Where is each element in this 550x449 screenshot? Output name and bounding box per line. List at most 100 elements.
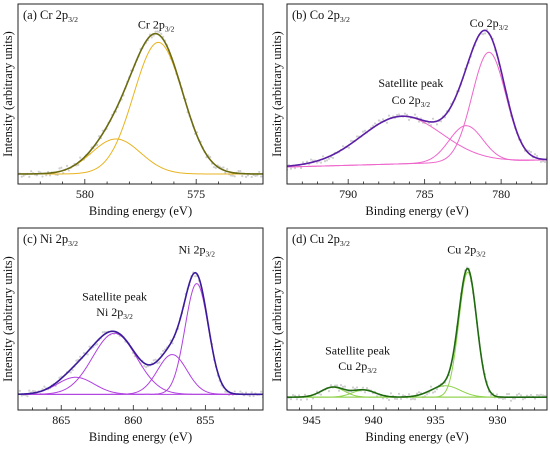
- data-point: [347, 146, 351, 149]
- data-point: [96, 143, 99, 146]
- data-point: [48, 174, 52, 177]
- data-point: [407, 393, 411, 396]
- data-point: [405, 113, 409, 116]
- data-point: [335, 384, 339, 387]
- data-point: [154, 30, 157, 33]
- data-point: [58, 376, 61, 379]
- data-point: [395, 113, 399, 117]
- peak-annotation: Ni 2p3/2: [178, 243, 215, 259]
- panel-label: (c) Ni 2p3/2: [23, 232, 78, 248]
- data-point: [295, 398, 299, 401]
- data-point: [413, 113, 417, 116]
- peak-annotation: Satellite peak: [82, 290, 147, 304]
- data-point: [327, 389, 331, 393]
- data-point: [75, 359, 78, 362]
- data-point: [88, 345, 91, 348]
- data-point: [389, 392, 393, 395]
- peak-annotation: Co 2p3/2: [470, 16, 509, 32]
- data-point: [291, 394, 295, 397]
- x-tick-label: 790: [339, 187, 357, 201]
- data-point: [67, 169, 70, 172]
- x-axis-label: Binding energy (eV): [365, 204, 468, 218]
- data-point: [361, 386, 365, 389]
- data-point: [435, 388, 439, 391]
- xps-panel-4: 945 940 935 930 Binding energy (eV) Intensity…: [270, 227, 548, 444]
- data-point: [79, 156, 82, 159]
- data-point: [103, 330, 106, 334]
- data-point: [79, 355, 82, 358]
- data-point: [387, 114, 391, 117]
- data-point: [303, 393, 307, 396]
- data-point: [341, 145, 345, 148]
- data-point: [363, 129, 367, 132]
- data-point: [539, 393, 543, 396]
- peak-annotation: Cr 2p3/2: [138, 17, 175, 33]
- data-point: [411, 397, 415, 400]
- x-tick-label: 945: [303, 413, 321, 427]
- data-point: [403, 112, 407, 115]
- data-point: [527, 149, 531, 152]
- data-point: [158, 30, 161, 33]
- data-point: [297, 394, 301, 397]
- xps-panel-1: 580 575 Binding energy (eV) Intensity (arbi…: [1, 3, 264, 218]
- data-point: [393, 397, 397, 400]
- x-tick-label: 580: [76, 187, 94, 201]
- x-axis-label: Binding energy (eV): [365, 430, 468, 444]
- x-tick-label: 940: [365, 413, 383, 427]
- data-point: [45, 174, 48, 177]
- data-point: [20, 394, 23, 397]
- data-point: [244, 391, 248, 394]
- data-point: [20, 175, 23, 178]
- data-point: [160, 32, 163, 35]
- component-peak-3: [287, 115, 547, 167]
- data-point: [323, 160, 327, 163]
- data-point: [31, 389, 35, 393]
- data-point: [256, 174, 259, 177]
- data-point: [293, 166, 297, 170]
- envelope-fit: [18, 271, 263, 396]
- plot-frame: [286, 3, 548, 185]
- data-point: [387, 398, 391, 402]
- plot-frame: [286, 227, 548, 411]
- data-point: [224, 390, 227, 393]
- data-point: [539, 160, 543, 163]
- data-point: [101, 331, 104, 334]
- xps-panel-3: 865 860 855 Binding energy (eV) Intensity (a…: [1, 227, 264, 444]
- data-point: [28, 175, 31, 178]
- component-peak-1: [287, 271, 547, 398]
- data-point: [154, 358, 157, 361]
- data-point: [327, 157, 331, 160]
- data-point: [355, 135, 359, 138]
- data-point: [258, 170, 261, 174]
- data-point: [483, 32, 487, 35]
- data-point: [86, 353, 89, 356]
- data-point: [481, 32, 485, 36]
- x-tick-label: 860: [124, 413, 142, 427]
- data-point: [525, 394, 529, 397]
- data-point: [260, 390, 263, 393]
- data-point: [252, 394, 255, 398]
- data-point: [30, 170, 33, 173]
- component-peak-1: [287, 51, 547, 168]
- data-point: [433, 390, 437, 393]
- data-point: [152, 359, 155, 362]
- data-point: [158, 361, 161, 364]
- data-point: [329, 384, 333, 387]
- data-point: [543, 160, 547, 164]
- data-point: [341, 385, 345, 388]
- data-point: [395, 397, 399, 400]
- data-point: [214, 166, 217, 170]
- component-peak-4: [18, 376, 263, 395]
- data-point: [407, 118, 411, 121]
- data-point: [397, 392, 401, 395]
- data-point: [293, 394, 297, 397]
- data-point: [41, 175, 44, 178]
- data-point: [60, 166, 63, 169]
- data-point: [535, 393, 539, 397]
- plot-frame: [17, 3, 264, 185]
- component-peak-2: [287, 125, 547, 168]
- data-point: [431, 391, 435, 394]
- data-point: [309, 158, 313, 161]
- data-point: [82, 351, 86, 355]
- data-point: [417, 391, 421, 394]
